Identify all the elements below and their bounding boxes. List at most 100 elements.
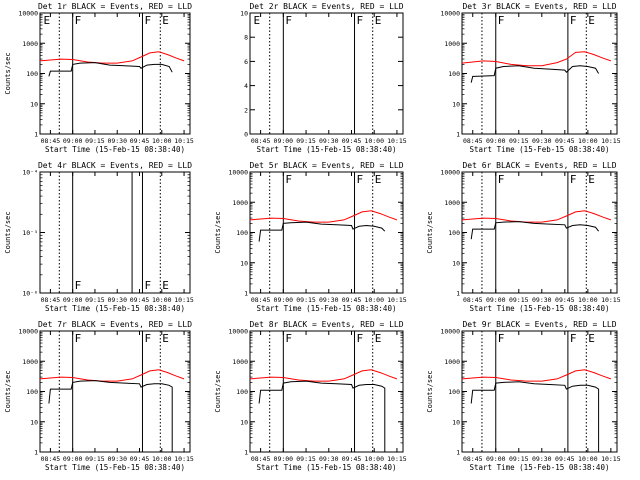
x-axis-label: Start Time (15-Feb-15 08:38:40) (257, 145, 397, 154)
marker-label: E (254, 14, 261, 27)
x-axis-label: Start Time (15-Feb-15 08:38:40) (470, 145, 610, 154)
x-tick-label: 10:00 (578, 296, 598, 304)
x-tick-label: 08:45 (251, 296, 271, 304)
series-line-events (48, 380, 173, 452)
y-tick-label: 10 (452, 100, 460, 108)
marker-label: E (375, 173, 382, 186)
x-tick-label: 08:45 (251, 137, 271, 145)
y-axis-label: Counts/sec (4, 370, 12, 412)
series-line-lld (461, 210, 612, 223)
y-tick-label: 10 (240, 10, 248, 18)
x-tick-label: 09:00 (63, 137, 83, 145)
x-axis-label: Start Time (15-Feb-15 08:38:40) (257, 463, 397, 472)
x-tick-label: 10:00 (364, 137, 384, 145)
x-tick-label: 09:30 (532, 296, 552, 304)
y-tick-label: 1 (456, 290, 460, 298)
series-line-lld (461, 51, 612, 67)
y-tick-label: 1 (456, 449, 460, 457)
y-tick-label: 10⁻⁵ (22, 229, 38, 237)
x-tick-label: 09:45 (555, 296, 575, 304)
marker-label: F (570, 332, 577, 345)
x-tick-label: 10:15 (387, 137, 407, 145)
y-tick-label: 100 (448, 70, 460, 78)
x-tick-label: 09:30 (532, 137, 552, 145)
series-line-lld (249, 369, 398, 382)
x-axis-label: Start Time (15-Feb-15 08:38:40) (470, 304, 610, 313)
x-tick-label: 10:15 (387, 455, 407, 463)
x-tick-label: 10:00 (152, 455, 172, 463)
x-tick-label: 08:45 (251, 455, 271, 463)
series-line-events (470, 221, 599, 240)
x-tick-label: 09:45 (130, 455, 150, 463)
marker-label: E (588, 14, 595, 27)
series-line-lld (461, 369, 612, 382)
x-axis-label: Start Time (15-Feb-15 08:38:40) (45, 304, 185, 313)
marker-label: E (162, 279, 169, 292)
x-tick-label: 09:00 (274, 455, 294, 463)
marker-label: F (357, 14, 364, 27)
marker-label: F (75, 279, 82, 292)
marker-label: F (144, 332, 151, 345)
x-axis-label: Start Time (15-Feb-15 08:38:40) (45, 463, 185, 472)
y-tick-label: 10 (30, 100, 38, 108)
x-tick-label: 10:00 (578, 455, 598, 463)
y-axis-label: Counts/sec (4, 211, 12, 253)
x-tick-label: 10:00 (364, 296, 384, 304)
x-tick-label: 10:15 (174, 137, 194, 145)
x-tick-label: 08:45 (463, 455, 483, 463)
x-tick-label: 09:00 (274, 296, 294, 304)
y-tick-label: 8 (244, 34, 248, 42)
marker-label: E (162, 14, 169, 27)
marker-label: F (357, 332, 364, 345)
x-tick-label: 08:45 (41, 137, 61, 145)
chart-title: Det 1r BLACK = Events, RED = LLD (38, 2, 192, 11)
x-tick-label: 09:45 (130, 296, 150, 304)
series-line-events (470, 381, 600, 452)
y-tick-label: 1000 (22, 358, 38, 366)
y-axis-label: Counts/sec (426, 211, 434, 253)
y-tick-label: 10000 (228, 328, 248, 336)
chart-panel-7: Det 7r BLACK = Events, RED = LLD 08:45 09:… (4, 320, 194, 472)
marker-label: F (498, 173, 505, 186)
x-tick-label: 09:45 (342, 296, 362, 304)
x-tick-label: 08:45 (41, 455, 61, 463)
y-tick-label: 1000 (232, 199, 248, 207)
series-line-events (258, 221, 386, 242)
x-tick-label: 09:00 (486, 455, 506, 463)
marker-label: F (570, 14, 577, 27)
x-tick-label: 10:15 (174, 455, 194, 463)
y-axis-label: Counts/sec (4, 52, 12, 94)
y-tick-label: 2 (244, 106, 248, 114)
chart-title: Det 8r BLACK = Events, RED = LLD (249, 320, 403, 329)
marker-label: E (375, 332, 382, 345)
x-tick-label: 09:30 (107, 296, 127, 304)
marker-label: F (285, 14, 292, 27)
series-line-lld (249, 210, 398, 223)
y-tick-label: 1000 (444, 40, 460, 48)
marker-label: F (144, 279, 151, 292)
x-tick-label: 10:00 (364, 455, 384, 463)
marker-label: F (285, 332, 292, 345)
x-tick-label: 08:45 (463, 296, 483, 304)
y-tick-label: 1000 (232, 358, 248, 366)
y-tick-label: 100 (236, 388, 248, 396)
y-tick-label: 10000 (18, 328, 38, 336)
x-tick-label: 10:00 (152, 296, 172, 304)
x-tick-label: 09:30 (319, 296, 339, 304)
y-tick-label: 0 (244, 131, 248, 139)
series-line-events (470, 65, 600, 83)
x-tick-label: 09:15 (85, 455, 105, 463)
y-tick-label: 10000 (440, 328, 460, 336)
series-line-events (258, 380, 386, 452)
x-tick-label: 09:45 (342, 455, 362, 463)
marker-label: F (570, 173, 577, 186)
x-tick-label: 08:45 (41, 296, 61, 304)
y-tick-label: 10000 (18, 10, 38, 18)
chart-title: Det 7r BLACK = Events, RED = LLD (38, 320, 192, 329)
marker-label: F (75, 14, 82, 27)
x-tick-label: 09:15 (296, 296, 316, 304)
chart-panel-4: Det 4r BLACK = Events, RED = LLD 08:45 09:… (4, 161, 194, 313)
chart-title: Det 4r BLACK = Events, RED = LLD (38, 161, 192, 170)
